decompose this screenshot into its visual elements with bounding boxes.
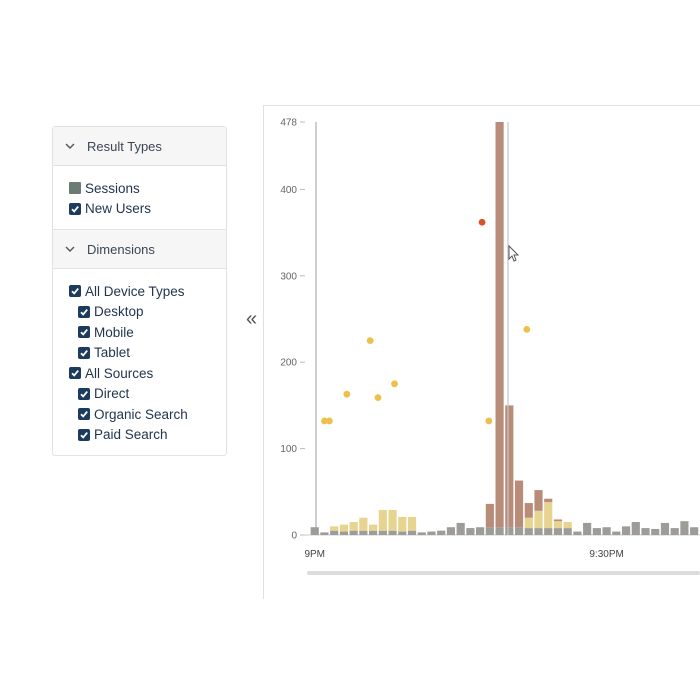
- checkbox[interactable]: [78, 346, 90, 359]
- item-label: Direct: [94, 386, 130, 402]
- chevron: [65, 246, 75, 252]
- filter-item[interactable]: Mobile: [53, 322, 226, 343]
- item-label: All Device Types: [85, 283, 185, 299]
- filter-item[interactable]: Organic Search: [53, 404, 226, 425]
- filter-item[interactable]: New Users: [53, 199, 226, 220]
- section-header[interactable]: Dimensions: [53, 230, 226, 269]
- item-label: Tablet: [94, 345, 131, 361]
- checkbox[interactable]: [78, 387, 90, 400]
- checkbox[interactable]: [78, 408, 90, 421]
- section-title: Dimensions: [87, 241, 155, 257]
- chart-panel: [263, 105, 700, 599]
- chevron-icon: [53, 246, 87, 253]
- checkbox[interactable]: [69, 285, 81, 298]
- checkbox[interactable]: [69, 367, 81, 380]
- check-mark: [71, 205, 79, 213]
- check-mark: [80, 390, 88, 398]
- check-mark: [80, 349, 88, 357]
- check-mark: [80, 411, 88, 418]
- check-mark: [71, 370, 79, 377]
- filter-item[interactable]: All Device Types: [53, 281, 226, 302]
- item-label: Mobile: [94, 324, 134, 340]
- item-label: Desktop: [94, 304, 144, 320]
- check-mark: [80, 329, 88, 336]
- checkbox[interactable]: [78, 428, 90, 441]
- filter-item[interactable]: Desktop: [53, 302, 226, 323]
- section-header[interactable]: Result Types: [53, 127, 226, 166]
- checkbox[interactable]: [78, 326, 90, 339]
- section-title: Result Types: [87, 138, 162, 154]
- checkbox[interactable]: [69, 202, 81, 215]
- filter-panel: Result Types Sessions New Users Dimensions A…: [52, 126, 227, 456]
- item-label: New Users: [85, 201, 152, 217]
- item-label: Organic Search: [94, 406, 188, 422]
- checkbox[interactable]: [78, 305, 90, 318]
- chevron-icon: [53, 143, 87, 150]
- item-label: Paid Search: [94, 427, 168, 443]
- section-body: All Device Types Desktop Mobile Tablet All S…: [53, 269, 226, 455]
- series-swatch[interactable]: [69, 182, 81, 195]
- chevron: [65, 143, 75, 149]
- check-mark: [71, 288, 79, 295]
- item-label: All Sources: [85, 365, 154, 381]
- check-mark: [80, 308, 88, 316]
- item-label: Sessions: [85, 180, 140, 196]
- filter-item[interactable]: Tablet: [53, 343, 226, 364]
- check-mark: [80, 431, 88, 439]
- filter-item[interactable]: Sessions: [53, 178, 226, 199]
- section-body: Sessions New Users: [53, 166, 226, 230]
- filter-item[interactable]: All Sources: [53, 363, 226, 384]
- filter-item[interactable]: Direct: [53, 384, 226, 405]
- filter-item[interactable]: Paid Search: [53, 425, 226, 446]
- collapse-button[interactable]: «: [246, 308, 258, 330]
